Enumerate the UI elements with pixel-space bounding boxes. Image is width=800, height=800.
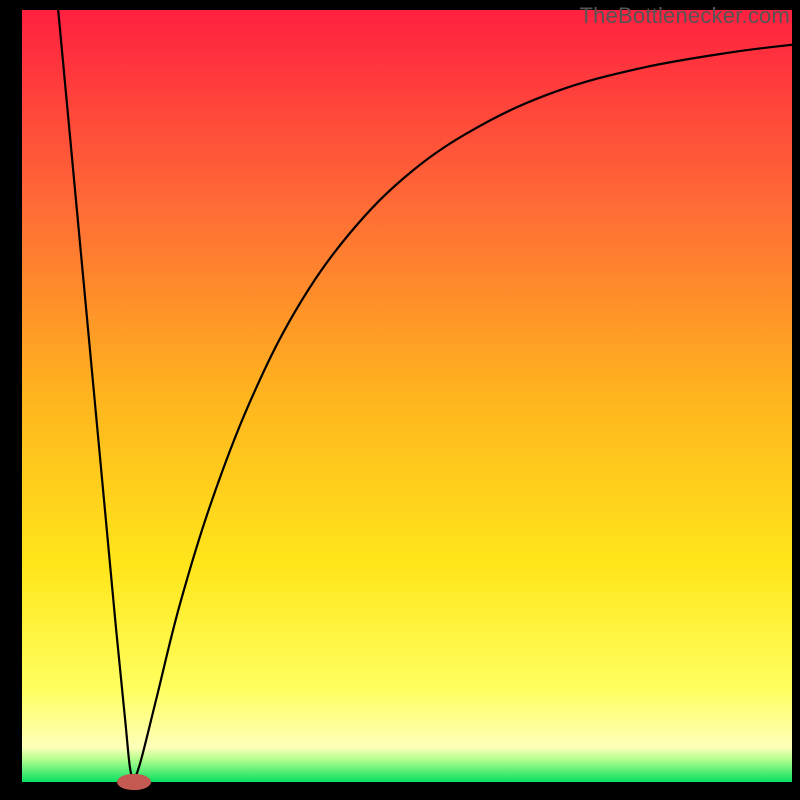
curve-left_branch <box>58 10 133 782</box>
optimum-marker <box>117 774 151 791</box>
curve-right_branch <box>134 45 792 782</box>
chart-container: TheBottlenecker.com <box>0 0 800 800</box>
bottleneck-curve <box>0 0 800 800</box>
watermark-text: TheBottlenecker.com <box>580 3 790 29</box>
